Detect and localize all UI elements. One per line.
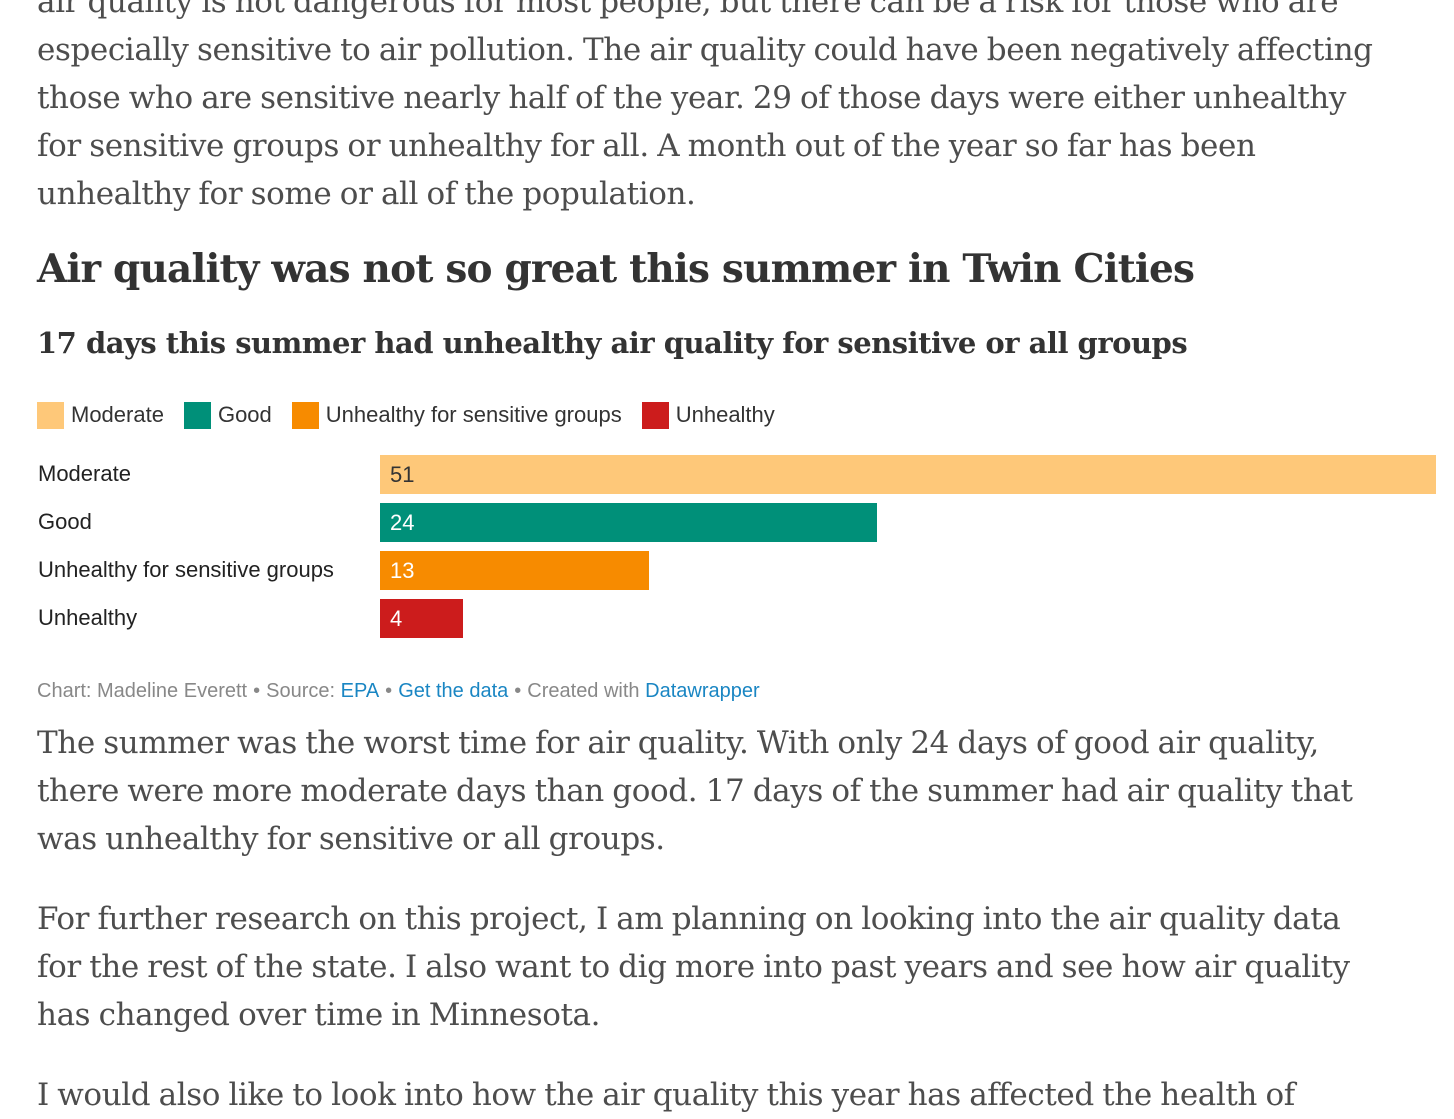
legend-item-unhealthy: Unhealthy	[641, 401, 775, 429]
chart-subtitle: 17 days this summer had unhealthy air qu…	[37, 326, 1188, 360]
summer-line: there were more moderate days than good.…	[37, 773, 1353, 809]
bar-good: 24	[380, 503, 877, 542]
intro-line: for sensitive groups or unhealthy for al…	[37, 128, 1256, 164]
bar-row-unhealthy: Unhealthy 4	[37, 598, 1437, 638]
bar-value-label: 51	[390, 462, 415, 487]
datawrapper-link[interactable]: Datawrapper	[645, 680, 760, 702]
bar-category-label: Moderate	[38, 461, 131, 486]
summer-line: The summer was the worst time for air qu…	[37, 725, 1319, 761]
bar-row-moderate: Moderate 51	[37, 454, 1437, 494]
research-paragraph: For further research on this project, I …	[37, 895, 1427, 1039]
separator: •	[253, 680, 261, 702]
bar-chart: Air quality was not so great this summer…	[37, 240, 1437, 720]
next-line: I would also like to look into how the a…	[37, 1077, 1295, 1113]
next-paragraph: I would also like to look into how the a…	[37, 1071, 1427, 1119]
bars-area: Moderate 51 Good 24 Unhealthy for sensit…	[37, 454, 1437, 654]
bar-value-label: 4	[390, 606, 403, 631]
source-link[interactable]: EPA	[340, 680, 380, 702]
bar-value-label: 13	[390, 558, 415, 583]
bar-row-unhealthy-sensitive: Unhealthy for sensitive groups 13	[37, 550, 1437, 590]
bar-category-label: Unhealthy for sensitive groups	[38, 557, 334, 582]
research-line: for the rest of the state. I also want t…	[37, 949, 1350, 985]
intro-line: air quality is not dangerous for most pe…	[37, 0, 1339, 20]
intro-paragraph: air quality is not dangerous for most pe…	[37, 0, 1427, 218]
chart-credit: Chart: Madeline Everett	[37, 680, 248, 702]
intro-line: especially sensitive to air pollution. T…	[37, 32, 1373, 68]
intro-line: those who are sensitive nearly half of t…	[37, 80, 1346, 116]
legend-swatch-moderate	[37, 401, 64, 429]
legend-label: Unhealthy	[675, 402, 775, 427]
get-data-link[interactable]: Get the data	[398, 680, 509, 702]
legend-item-good: Good	[183, 401, 272, 429]
legend-swatch-unhealthy-sensitive	[291, 401, 319, 429]
source-label: Source:	[266, 680, 336, 702]
legend-swatch-unhealthy	[641, 401, 669, 429]
summer-line: was unhealthy for sensitive or all group…	[37, 821, 665, 857]
research-line: For further research on this project, I …	[37, 901, 1341, 937]
created-with-label: Created with	[527, 680, 640, 702]
chart-legend: Moderate Good Unhealthy for sensitive gr…	[37, 400, 795, 430]
chart-title: Air quality was not so great this summer…	[37, 246, 1195, 292]
bar-unhealthy-sensitive: 13	[380, 551, 649, 590]
legend-item-moderate: Moderate	[37, 401, 164, 429]
bar-category-label: Good	[38, 509, 92, 534]
bar-value-label: 24	[390, 510, 415, 535]
summer-paragraph: The summer was the worst time for air qu…	[37, 719, 1427, 863]
bar-moderate: 51	[380, 455, 1436, 494]
intro-line: unhealthy for some or all of the populat…	[37, 176, 696, 212]
legend-item-unhealthy-sensitive: Unhealthy for sensitive groups	[291, 401, 622, 429]
legend-swatch-good	[183, 401, 211, 429]
research-line: has changed over time in Minnesota.	[37, 997, 601, 1033]
separator: •	[514, 680, 522, 702]
chart-footer: Chart: Madeline Everett • Source: EPA • Get …	[37, 680, 760, 703]
bar-unhealthy: 4	[380, 599, 463, 638]
legend-label: Moderate	[71, 402, 164, 427]
bar-row-good: Good 24	[37, 502, 1437, 542]
bar-category-label: Unhealthy	[38, 605, 138, 630]
separator: •	[385, 680, 393, 702]
legend-label: Unhealthy for sensitive groups	[325, 402, 622, 427]
legend-label: Good	[217, 402, 272, 427]
